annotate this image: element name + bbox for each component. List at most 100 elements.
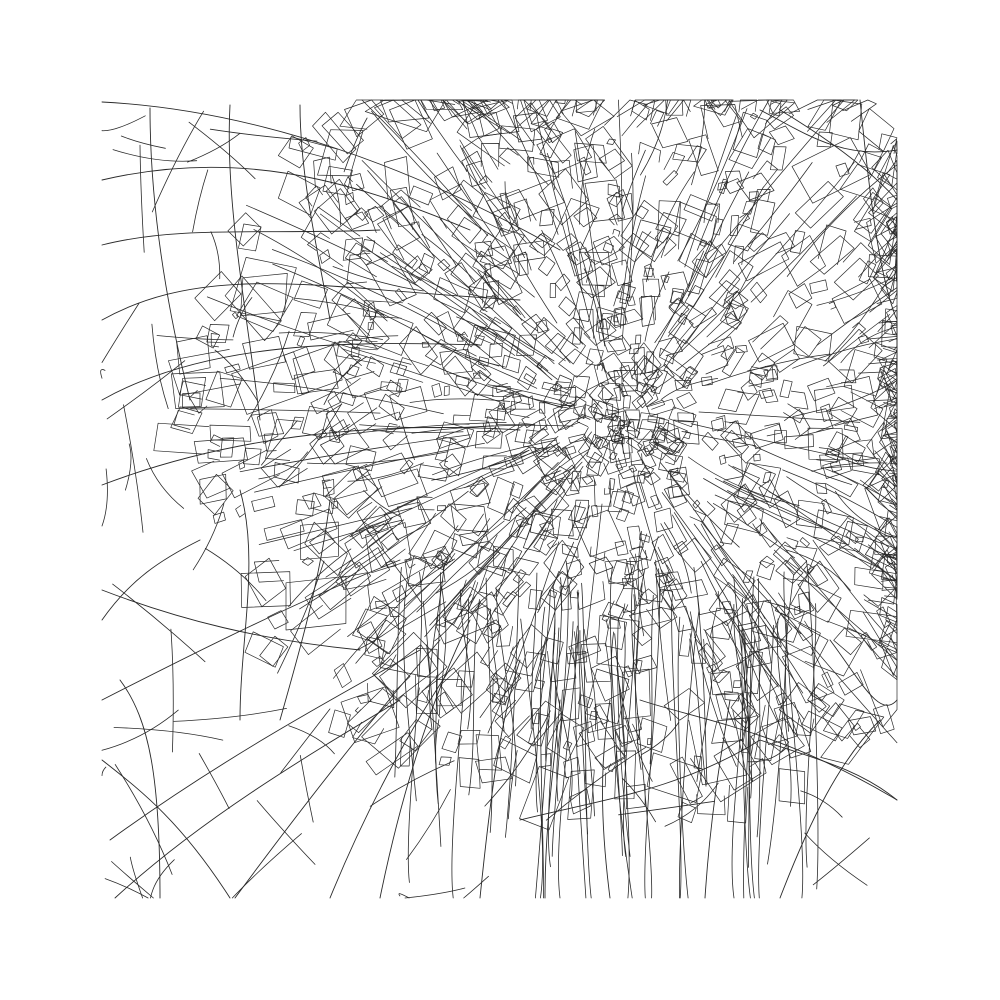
cell-outline — [638, 471, 660, 509]
cell-outline — [456, 594, 497, 645]
cell-outline — [491, 673, 533, 720]
cell-outline — [606, 138, 616, 145]
cell-outline — [313, 156, 332, 189]
cell-outline — [468, 286, 489, 298]
cell-outline — [706, 663, 717, 674]
cell-outline — [754, 189, 771, 203]
cell-outline — [713, 557, 756, 599]
cell-outline — [714, 466, 760, 508]
streak-line — [824, 263, 898, 362]
cell-outline — [887, 277, 898, 297]
streak-line — [409, 398, 511, 403]
cell-outline — [728, 291, 748, 321]
streak-line — [331, 335, 399, 345]
cell-outline — [509, 481, 524, 499]
cell-outline — [608, 435, 631, 464]
cell-outline — [854, 197, 893, 243]
streak-line — [404, 462, 559, 607]
cell-outline — [584, 236, 625, 265]
cell-outline — [606, 189, 634, 226]
streak-line — [459, 145, 558, 324]
rung-line — [111, 861, 154, 899]
cell-outline — [814, 384, 854, 414]
cell-outline — [624, 561, 637, 575]
cell-outline — [500, 545, 523, 574]
cell-outline — [573, 291, 595, 322]
cell-outline — [417, 687, 429, 703]
cell-outline — [517, 253, 529, 276]
streak-line — [439, 218, 520, 314]
cell-outline — [392, 244, 418, 269]
cell-outline — [723, 178, 745, 194]
cell-outline — [764, 365, 779, 381]
cell-outline — [892, 248, 898, 256]
cell-outline — [236, 281, 294, 332]
cell-outline — [540, 437, 560, 453]
streak-line — [681, 431, 756, 447]
cell-outline — [567, 252, 579, 264]
cell-outline — [433, 277, 472, 314]
rung-line — [332, 266, 424, 292]
cell-outline — [205, 370, 243, 408]
cell-outline — [558, 405, 586, 423]
cell-outline — [562, 437, 591, 460]
cell-outline — [539, 128, 563, 159]
sweep-line — [101, 283, 521, 321]
cell-outline — [721, 347, 745, 377]
drip-line — [783, 571, 804, 899]
cell-outline — [797, 560, 840, 613]
streak-line — [325, 519, 405, 578]
cell-outline — [578, 308, 595, 340]
rung-line — [187, 132, 241, 163]
streak-line — [622, 149, 646, 212]
cell-outline — [653, 433, 679, 455]
cell-outline — [700, 104, 743, 140]
cell-outline — [235, 505, 246, 518]
cell-outline — [578, 251, 612, 286]
cell-outline — [618, 467, 636, 489]
cell-outline — [748, 191, 759, 202]
cell-outline — [852, 723, 861, 731]
cell-outline — [578, 437, 603, 469]
cell-outline — [599, 312, 613, 330]
cell-outline — [399, 719, 432, 752]
cell-outline — [485, 672, 515, 705]
cell-outline — [502, 591, 518, 608]
cell-outline — [821, 671, 834, 688]
cell-outline — [480, 99, 500, 110]
cell-outline — [629, 607, 672, 629]
cell-outline — [738, 99, 758, 113]
cell-outline — [472, 192, 521, 234]
cell-outline — [639, 533, 650, 543]
cell-outline — [296, 336, 306, 347]
cell-outline — [660, 514, 687, 550]
streak-line — [812, 539, 898, 647]
cell-outline — [380, 381, 401, 392]
cell-outline — [438, 756, 452, 766]
streak-line — [413, 329, 500, 367]
cell-outline — [740, 379, 758, 401]
cell-outline — [357, 250, 373, 266]
streak-line — [434, 451, 589, 621]
cell-outline — [576, 581, 606, 610]
cell-outline — [638, 141, 661, 163]
cell-outline — [459, 331, 468, 342]
cell-outline — [840, 391, 884, 428]
streak-line — [583, 268, 604, 328]
drip-line — [581, 582, 592, 899]
cell-outline — [890, 138, 898, 155]
cell-outline — [361, 239, 376, 253]
streak-line — [690, 423, 869, 464]
cell-outline — [345, 371, 382, 399]
streak-line — [434, 580, 476, 642]
cell-outline — [636, 717, 668, 753]
cell-outline — [547, 407, 571, 434]
cell-outline — [483, 259, 523, 306]
cell-outline — [862, 588, 898, 668]
streak-line — [834, 490, 898, 538]
streak-line — [574, 131, 606, 347]
drip-line — [689, 633, 707, 787]
cell-outline — [251, 495, 276, 512]
streak-line — [474, 248, 535, 298]
